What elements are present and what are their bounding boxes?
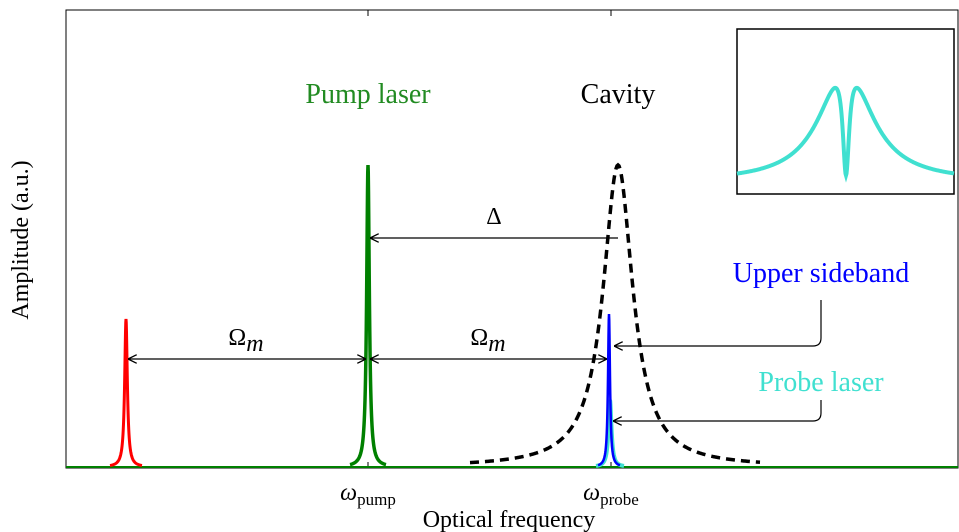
x-axis-title: Optical frequency [423,507,596,532]
probe-laser-label: Probe laser [758,367,884,398]
y-axis-title: Amplitude (a.u.) [8,160,34,319]
inset [736,28,955,195]
upper-sideband-peak [597,313,621,467]
cavity-label: Cavity [581,79,656,110]
upper-sideband-label: Upper sideband [733,258,910,289]
x-tick-label-pump: ωpump [340,480,396,509]
pump-laser-label: Pump laser [305,79,431,110]
delta-label: Δ [486,204,501,230]
pump-laser-peak [349,164,387,467]
inset-probe-transmission-curve [736,85,955,183]
upper-sideband-callout [614,300,822,346]
omega-m-label-left: Ωm [228,325,263,357]
omega-m-label-right: Ωm [470,325,505,357]
lower-sideband-peak [109,318,143,468]
x-tick-label-probe: ωprobe [583,480,639,509]
cavity-resonance-curve [469,162,761,465]
probe-laser-callout [613,400,822,421]
spectral-curves [66,162,958,468]
